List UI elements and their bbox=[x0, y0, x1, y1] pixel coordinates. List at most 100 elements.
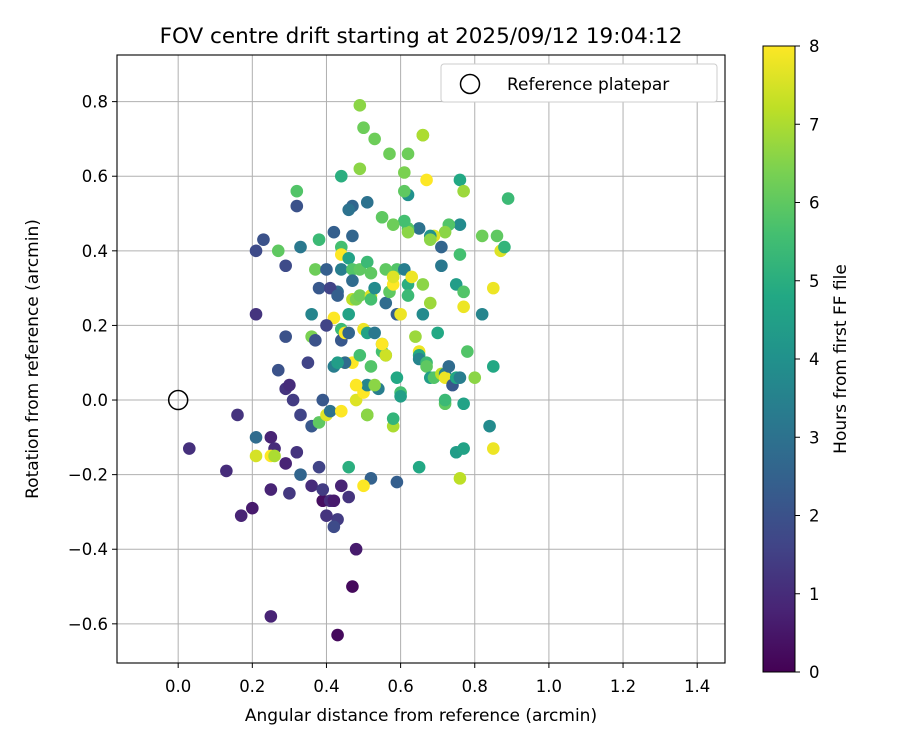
data-point bbox=[364, 360, 378, 373]
colorbar-tick-label: 3 bbox=[809, 428, 820, 447]
data-point bbox=[220, 464, 233, 478]
data-point bbox=[353, 99, 367, 112]
data-point bbox=[290, 445, 304, 459]
data-point bbox=[342, 203, 356, 217]
data-point bbox=[290, 184, 304, 198]
data-point bbox=[486, 360, 500, 373]
data-point bbox=[312, 460, 326, 474]
data-point bbox=[379, 348, 393, 362]
data-point bbox=[416, 128, 430, 142]
data-point bbox=[349, 378, 363, 392]
data-point bbox=[468, 371, 482, 384]
colorbar-label: Hours from first FF file bbox=[831, 264, 851, 454]
data-point bbox=[334, 263, 348, 276]
data-point bbox=[283, 378, 296, 392]
data-point bbox=[264, 483, 278, 496]
data-point bbox=[305, 479, 318, 493]
data-point bbox=[457, 442, 470, 455]
data-point bbox=[398, 214, 411, 228]
data-point bbox=[349, 542, 363, 556]
data-point bbox=[486, 281, 500, 295]
data-point bbox=[353, 348, 367, 362]
reference-marker bbox=[167, 389, 189, 411]
data-point bbox=[357, 479, 370, 493]
data-point bbox=[283, 486, 296, 500]
data-point bbox=[234, 509, 248, 522]
data-point bbox=[453, 173, 467, 187]
data-point bbox=[435, 240, 448, 254]
x-tick-label: 1.4 bbox=[684, 677, 710, 696]
data-point bbox=[334, 169, 348, 183]
legend-entry-label: Reference platepar bbox=[507, 75, 669, 95]
data-point bbox=[490, 229, 504, 243]
data-point bbox=[342, 490, 356, 504]
x-tick-label: 1.2 bbox=[610, 677, 636, 696]
data-point bbox=[279, 259, 292, 273]
data-point bbox=[453, 472, 467, 485]
data-point bbox=[394, 390, 407, 403]
data-point bbox=[379, 296, 393, 310]
data-point bbox=[457, 300, 470, 314]
data-point bbox=[249, 307, 263, 321]
data-point bbox=[342, 460, 356, 474]
data-point bbox=[316, 483, 330, 496]
data-point bbox=[453, 248, 467, 261]
y-axis-label: Rotation from reference (arcmin) bbox=[23, 219, 43, 499]
data-point bbox=[231, 408, 244, 422]
colorbar-tick-label: 1 bbox=[809, 585, 820, 604]
data-point bbox=[483, 419, 496, 433]
data-point bbox=[401, 225, 415, 239]
data-point bbox=[431, 326, 444, 340]
data-point bbox=[501, 192, 515, 205]
data-point bbox=[486, 442, 500, 455]
data-point bbox=[342, 307, 356, 321]
x-tick-label: 0.4 bbox=[313, 677, 339, 696]
data-point bbox=[461, 345, 474, 358]
data-point bbox=[342, 251, 356, 265]
y-tick-label: 0.6 bbox=[82, 167, 108, 186]
legend: Reference platepar bbox=[440, 63, 718, 103]
data-point bbox=[264, 610, 278, 623]
colorbar-tick-label: 0 bbox=[809, 663, 820, 682]
data-point bbox=[290, 199, 304, 213]
data-point bbox=[457, 285, 470, 299]
x-axis-label: Angular distance from reference (arcmin) bbox=[245, 706, 597, 726]
data-point bbox=[271, 244, 285, 258]
data-point bbox=[334, 404, 348, 418]
data-point bbox=[438, 225, 452, 239]
data-point bbox=[375, 210, 389, 224]
colorbar-tick-label: 6 bbox=[809, 194, 820, 213]
data-point bbox=[386, 412, 400, 425]
data-point bbox=[334, 479, 348, 493]
data-point bbox=[320, 319, 333, 332]
data-point bbox=[342, 326, 356, 340]
data-point bbox=[368, 281, 381, 295]
colorbar-tick-label: 7 bbox=[809, 115, 820, 134]
x-tick-label: 0.0 bbox=[165, 677, 191, 696]
data-point bbox=[271, 363, 285, 377]
data-point bbox=[394, 307, 407, 321]
data-point bbox=[268, 449, 281, 463]
data-point bbox=[401, 147, 415, 161]
data-point bbox=[423, 296, 437, 310]
data-point bbox=[357, 121, 370, 135]
data-point bbox=[320, 263, 333, 276]
data-point bbox=[498, 240, 511, 254]
data-point bbox=[294, 468, 307, 481]
y-tick-label: −0.4 bbox=[68, 540, 108, 559]
data-point bbox=[331, 356, 344, 370]
y-tick-label: −0.2 bbox=[68, 466, 108, 485]
y-tick-label: −0.6 bbox=[68, 615, 108, 634]
data-point bbox=[420, 173, 433, 187]
data-point bbox=[312, 281, 326, 295]
chart-title: FOV centre drift starting at 2025/09/12 … bbox=[160, 24, 683, 49]
data-point bbox=[327, 225, 341, 239]
reference-platepar-marker bbox=[167, 389, 189, 411]
data-point bbox=[279, 330, 292, 343]
legend-box bbox=[440, 63, 718, 103]
colorbar-tick-label: 8 bbox=[809, 37, 820, 56]
data-point bbox=[353, 289, 367, 302]
data-point bbox=[323, 404, 337, 418]
y-tick-label: 0.4 bbox=[82, 242, 108, 261]
data-point bbox=[438, 393, 452, 407]
